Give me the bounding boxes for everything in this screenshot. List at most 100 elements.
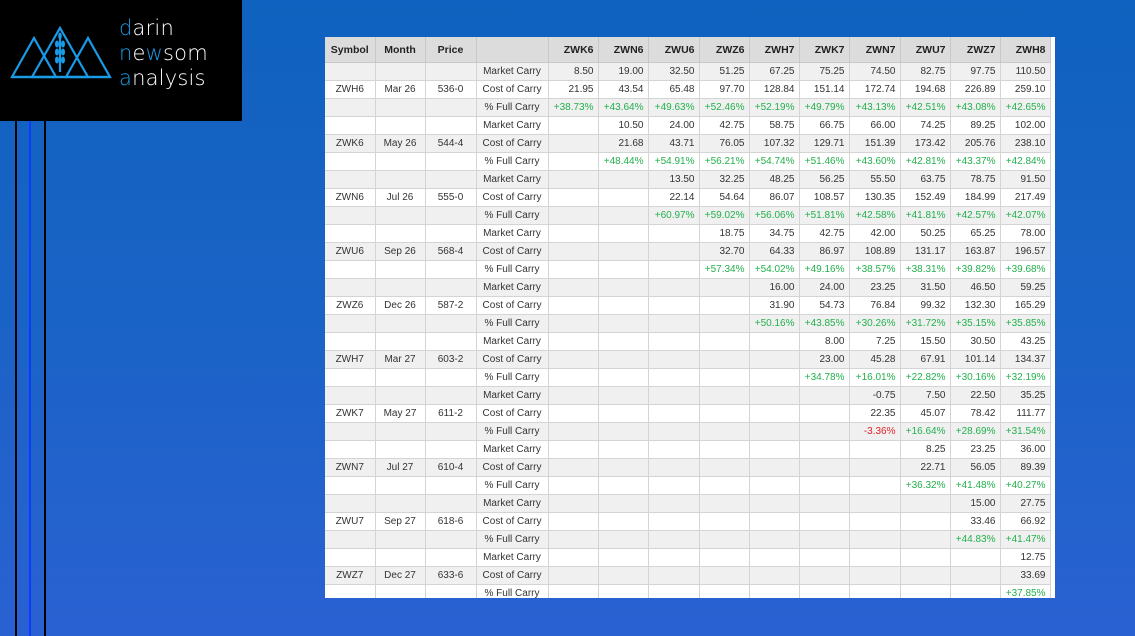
value-cell: +57.34% [699,260,750,279]
column-header[interactable]: Month [375,37,426,63]
value-cell: 74.50 [849,62,901,81]
symbol-cell [325,170,376,189]
value-cell [548,404,599,423]
value-cell: 22.71 [900,458,951,477]
value-cell [749,476,800,495]
value-cell: 54.64 [699,188,750,207]
table-row: ZWH6 Mar 26 536-0 Cost of Carry 21.95 43.54 65… [325,80,1051,99]
table-row: % Full Carry +37.85% [325,584,1051,598]
value-cell [548,422,599,441]
table-row: % Full Carry +38.73% +43.64% +49.63% +52.46%… [325,98,1051,117]
value-cell: +39.68% [1000,260,1051,279]
column-header-zwh7[interactable]: ZWH7 [749,37,800,63]
column-header-zwk6[interactable]: ZWK6 [548,37,599,63]
row-label-cell: Market Carry [476,386,549,405]
value-cell: +56.06% [749,206,800,225]
row-label-cell: Cost of Carry [476,80,549,99]
value-cell [950,566,1001,585]
symbol-cell: ZWN7 [325,458,376,477]
price-cell [425,368,477,387]
symbol-cell: ZWN6 [325,188,376,207]
value-cell [548,494,599,513]
price-cell [425,98,477,117]
value-cell: 76.05 [699,134,750,153]
value-cell [648,566,700,585]
table-row: % Full Carry +50.16% +43.85% +30.26% +31.72%… [325,314,1051,333]
value-cell [648,368,700,387]
column-header-zwh8[interactable]: ZWH8 [1000,37,1051,63]
table-row: Market Carry 8.50 19.00 32.50 51.25 67.25 75.2… [325,62,1051,81]
value-cell [749,530,800,549]
value-cell [849,584,901,598]
value-cell [598,368,649,387]
price-cell [425,206,477,225]
value-cell [799,440,850,459]
value-cell: 217.49 [1000,188,1051,207]
value-cell [648,278,700,297]
value-cell [699,422,750,441]
price-cell [425,116,477,135]
month-cell [375,494,426,513]
column-header[interactable]: Symbol [325,37,376,63]
row-label-cell: % Full Carry [476,476,549,495]
column-header-zwz6[interactable]: ZWZ6 [699,37,750,63]
value-cell: 65.25 [950,224,1001,243]
value-cell [548,566,599,585]
table-row: % Full Carry +48.44% +54.91% +56.21% +54.74%… [325,152,1051,171]
price-cell [425,530,477,549]
column-header-zwk7[interactable]: ZWK7 [799,37,850,63]
month-cell [375,152,426,171]
table-header-row: Symbol Month Price ZWK6 ZWN6 ZWU6 ZWZ6 ZWH7 ZWK7… [325,37,1051,63]
value-cell: 108.89 [849,242,901,261]
column-header-zwn6[interactable]: ZWN6 [598,37,649,63]
value-cell [900,512,951,531]
table-row: % Full Carry +36.32% +41.48% +40.27% [325,476,1051,495]
value-cell [648,224,700,243]
table-row: % Full Carry -3.36% +16.64% +28.69% +31.54% [325,422,1051,441]
value-cell: +30.26% [849,314,901,333]
value-cell: -3.36% [849,422,901,441]
value-cell [598,332,649,351]
value-cell: 7.25 [849,332,901,351]
value-cell: +35.85% [1000,314,1051,333]
value-cell [699,548,750,567]
month-cell [375,548,426,567]
column-header-zwu6[interactable]: ZWU6 [648,37,700,63]
value-cell [598,350,649,369]
value-cell: +42.65% [1000,98,1051,117]
value-cell [598,440,649,459]
symbol-cell: ZWZ7 [325,566,376,585]
price-cell [425,422,477,441]
value-cell: 76.84 [849,296,901,315]
value-cell [648,260,700,279]
column-header[interactable]: Price [425,37,477,63]
symbol-cell: ZWK6 [325,134,376,153]
value-cell [548,530,599,549]
price-cell [425,494,477,513]
symbol-cell [325,314,376,333]
price-cell [425,548,477,567]
value-cell: 152.49 [900,188,951,207]
value-cell [548,458,599,477]
column-header-zwu7[interactable]: ZWU7 [900,37,951,63]
value-cell: 99.32 [900,296,951,315]
value-cell [548,116,599,135]
value-cell: 45.07 [900,404,951,423]
symbol-cell [325,422,376,441]
month-cell [375,206,426,225]
value-cell [749,512,800,531]
value-cell [598,422,649,441]
symbol-cell [325,278,376,297]
value-cell: +54.74% [749,152,800,171]
price-cell [425,386,477,405]
price-cell [425,332,477,351]
value-cell [648,332,700,351]
column-header-zwz7[interactable]: ZWZ7 [950,37,1001,63]
value-cell [749,584,800,598]
column-header[interactable] [476,37,549,63]
column-header-zwn7[interactable]: ZWN7 [849,37,901,63]
value-cell: 8.00 [799,332,850,351]
value-cell: +54.02% [749,260,800,279]
value-cell: 24.00 [648,116,700,135]
row-label-cell: Cost of Carry [476,242,549,261]
